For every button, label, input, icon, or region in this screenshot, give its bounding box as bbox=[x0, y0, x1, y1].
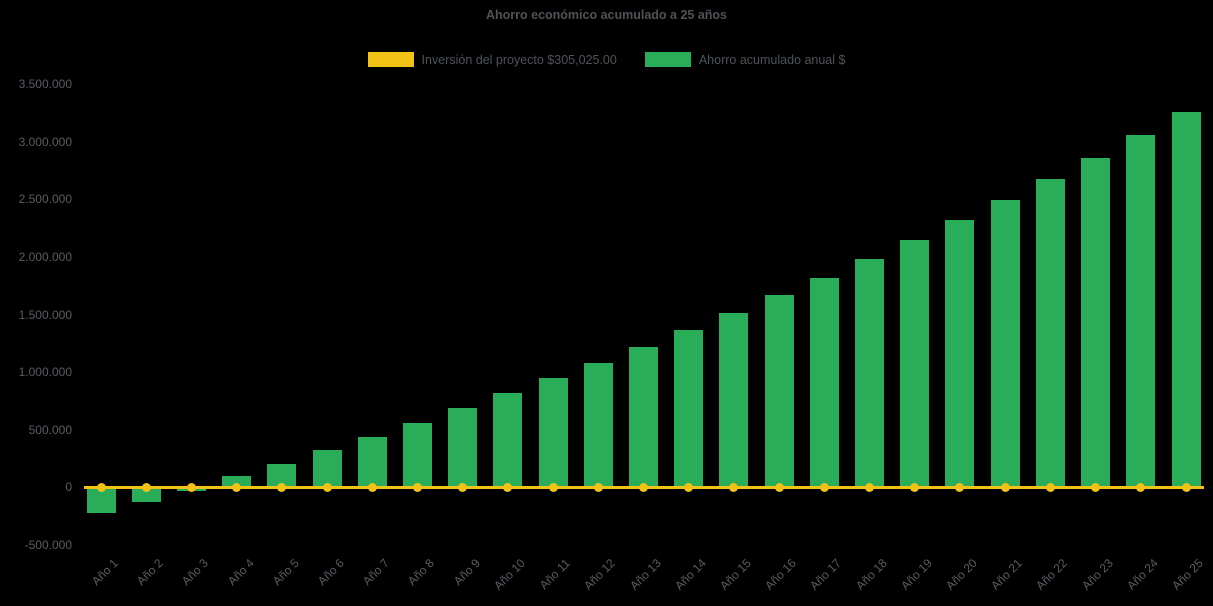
investment-line-marker bbox=[96, 482, 106, 492]
bar bbox=[583, 362, 613, 488]
bar bbox=[764, 295, 794, 488]
legend-item-0: Inversión del proyecto $305,025.00 bbox=[367, 52, 617, 67]
investment-line-marker bbox=[639, 482, 648, 492]
bar bbox=[357, 436, 387, 488]
legend-swatch-1 bbox=[644, 52, 691, 67]
legend-swatch-0 bbox=[367, 52, 414, 67]
investment-line-marker bbox=[548, 482, 558, 492]
bar bbox=[674, 330, 704, 488]
y-tick-label: -500.000 bbox=[24, 538, 72, 552]
investment-line-marker bbox=[955, 482, 965, 492]
investment-line-marker bbox=[322, 482, 332, 492]
investment-line-marker bbox=[186, 482, 196, 492]
bar bbox=[1081, 157, 1111, 488]
bar bbox=[945, 219, 975, 488]
legend: Inversión del proyecto $305,025.00 Ahorro… bbox=[0, 52, 1213, 67]
investment-line-marker bbox=[1181, 482, 1191, 492]
bar bbox=[267, 463, 297, 488]
investment-line-marker bbox=[910, 482, 920, 492]
legend-label-1: Ahorro acumulado anual $ bbox=[698, 52, 846, 67]
y-tick-label: 1.000.000 bbox=[18, 365, 72, 380]
y-tick-label: 0 bbox=[65, 480, 72, 495]
investment-line-marker bbox=[412, 482, 422, 492]
bar bbox=[900, 239, 930, 488]
investment-line-marker bbox=[1000, 482, 1010, 492]
bar bbox=[402, 422, 432, 488]
bar bbox=[1035, 179, 1065, 488]
investment-line-marker bbox=[232, 482, 242, 492]
bar bbox=[448, 408, 478, 488]
bar bbox=[312, 450, 342, 488]
investment-line-marker bbox=[593, 482, 603, 492]
legend-item-1: Ahorro acumulado anual $ bbox=[644, 52, 846, 67]
y-tick-label: 500.000 bbox=[28, 422, 72, 437]
y-tick-label: 3.000.000 bbox=[18, 134, 72, 149]
bar bbox=[1126, 135, 1156, 488]
investment-line-marker bbox=[865, 482, 875, 492]
bar bbox=[222, 476, 252, 488]
y-tick-label: 1.500.000 bbox=[18, 307, 72, 322]
bar bbox=[719, 313, 749, 488]
investment-line-marker bbox=[684, 482, 694, 492]
legend-label-0: Inversión del proyecto $305,025.00 bbox=[421, 52, 617, 67]
bar bbox=[538, 378, 568, 488]
investment-line-marker bbox=[277, 482, 287, 492]
bar bbox=[629, 346, 658, 488]
investment-line-marker bbox=[141, 482, 151, 492]
investment-line-marker bbox=[1091, 482, 1101, 492]
bar bbox=[131, 487, 161, 503]
bar bbox=[493, 393, 523, 488]
investment-line-marker bbox=[367, 482, 377, 492]
bar bbox=[990, 199, 1020, 488]
x-tick-label: Año 1 bbox=[88, 556, 121, 589]
y-tick-label: 3.500.000 bbox=[18, 77, 72, 91]
chart-title: Ahorro económico acumulado a 25 años bbox=[485, 8, 728, 22]
investment-line-marker bbox=[503, 482, 513, 492]
investment-line-marker bbox=[1136, 482, 1146, 492]
investment-line-marker bbox=[774, 482, 784, 492]
investment-line-marker bbox=[819, 482, 829, 492]
y-tick-label: 2.500.000 bbox=[18, 192, 72, 207]
bar bbox=[809, 277, 839, 488]
y-tick-label: 2.000.000 bbox=[18, 249, 72, 264]
investment-line-marker bbox=[458, 482, 468, 492]
investment-line-marker bbox=[1045, 482, 1055, 492]
investment-line-marker bbox=[729, 482, 739, 492]
bar bbox=[855, 258, 885, 488]
bar bbox=[1171, 112, 1201, 488]
